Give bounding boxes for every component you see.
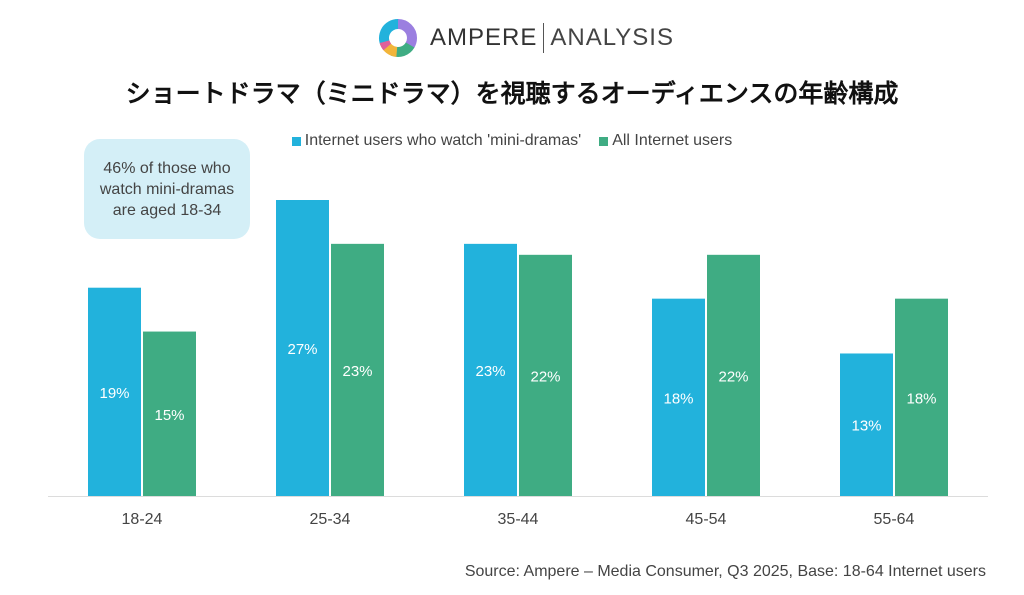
data-label-18-24-series-2: 15% — [154, 407, 184, 424]
brand-divider — [543, 23, 545, 53]
bar-35-44-series-2 — [519, 254, 572, 496]
source-note: Source: Ampere – Media Consumer, Q3 2025… — [464, 563, 986, 580]
legend-label: Internet users who watch 'mini-dramas' — [304, 132, 582, 149]
bar-25-34-series-2 — [331, 243, 384, 496]
callout-line-3: are aged 18-34 — [112, 201, 222, 219]
bar-18-24-series-2 — [143, 331, 196, 496]
ampere-logo: AMPERE ANALYSIS — [378, 18, 674, 58]
data-label-18-24-series-1: 19% — [99, 385, 129, 402]
data-label-35-44-series-2: 22% — [530, 368, 560, 385]
x-tick-label-45-54: 45-54 — [686, 511, 727, 528]
x-tick-label-35-44: 35-44 — [498, 511, 539, 528]
callout-line-2: watch mini-dramas — [99, 180, 235, 198]
bar-45-54-series-1 — [652, 298, 705, 496]
data-label-45-54-series-2: 22% — [718, 368, 748, 385]
bar-55-64-series-2 — [895, 298, 948, 496]
bar-45-54-series-2 — [707, 254, 760, 496]
bar-55-64-series-1 — [840, 353, 893, 496]
bar-18-24-series-1 — [88, 287, 141, 496]
legend-swatch-green — [599, 136, 609, 146]
chart-title: ショートドラマ（ミニドラマ）を視聴するオーディエンスの年齢構成 — [125, 79, 899, 108]
data-label-55-64-series-1: 13% — [851, 418, 881, 435]
legend-label: All Internet users — [612, 132, 733, 149]
data-label-45-54-series-1: 18% — [663, 390, 693, 407]
bar-35-44-series-1 — [464, 243, 517, 496]
legend-item-mini-drama-viewers: Internet users who watch 'mini-dramas' — [291, 132, 582, 150]
data-label-25-34-series-1: 27% — [287, 341, 317, 358]
ring-logo-icon — [379, 19, 417, 57]
data-label-25-34-series-2: 23% — [342, 363, 372, 380]
callout-box: 46% of those who watch mini-dramas are a… — [84, 139, 250, 239]
brand-name-right: ANALYSIS — [550, 24, 674, 51]
brand-name-left: AMPERE — [430, 24, 538, 51]
legend-item-all-users: All Internet users — [599, 132, 732, 150]
callout-line-1: 46% of those who — [103, 159, 231, 177]
x-tick-label-25-34: 25-34 — [310, 511, 351, 528]
data-label-55-64-series-2: 18% — [906, 390, 936, 407]
legend-swatch-blue — [291, 136, 301, 146]
data-label-35-44-series-1: 23% — [475, 363, 505, 380]
x-tick-label-55-64: 55-64 — [874, 511, 915, 528]
bar-25-34-series-1 — [276, 200, 329, 496]
x-tick-label-18-24: 18-24 — [122, 511, 163, 528]
legend: Internet users who watch 'mini-dramas' A… — [0, 132, 1024, 150]
